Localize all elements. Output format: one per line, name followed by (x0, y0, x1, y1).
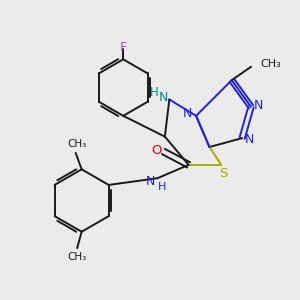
Text: CH₃: CH₃ (260, 59, 281, 69)
Text: S: S (219, 167, 227, 180)
Text: N: N (254, 99, 263, 112)
Text: H: H (150, 85, 159, 98)
Text: N: N (245, 133, 254, 146)
Text: N: N (183, 107, 192, 120)
Text: H: H (158, 182, 166, 192)
Text: CH₃: CH₃ (68, 252, 87, 262)
Text: CH₃: CH₃ (68, 139, 87, 148)
Text: N: N (145, 175, 155, 188)
Text: O: O (152, 143, 162, 157)
Text: F: F (119, 41, 127, 54)
Text: N: N (159, 92, 168, 104)
